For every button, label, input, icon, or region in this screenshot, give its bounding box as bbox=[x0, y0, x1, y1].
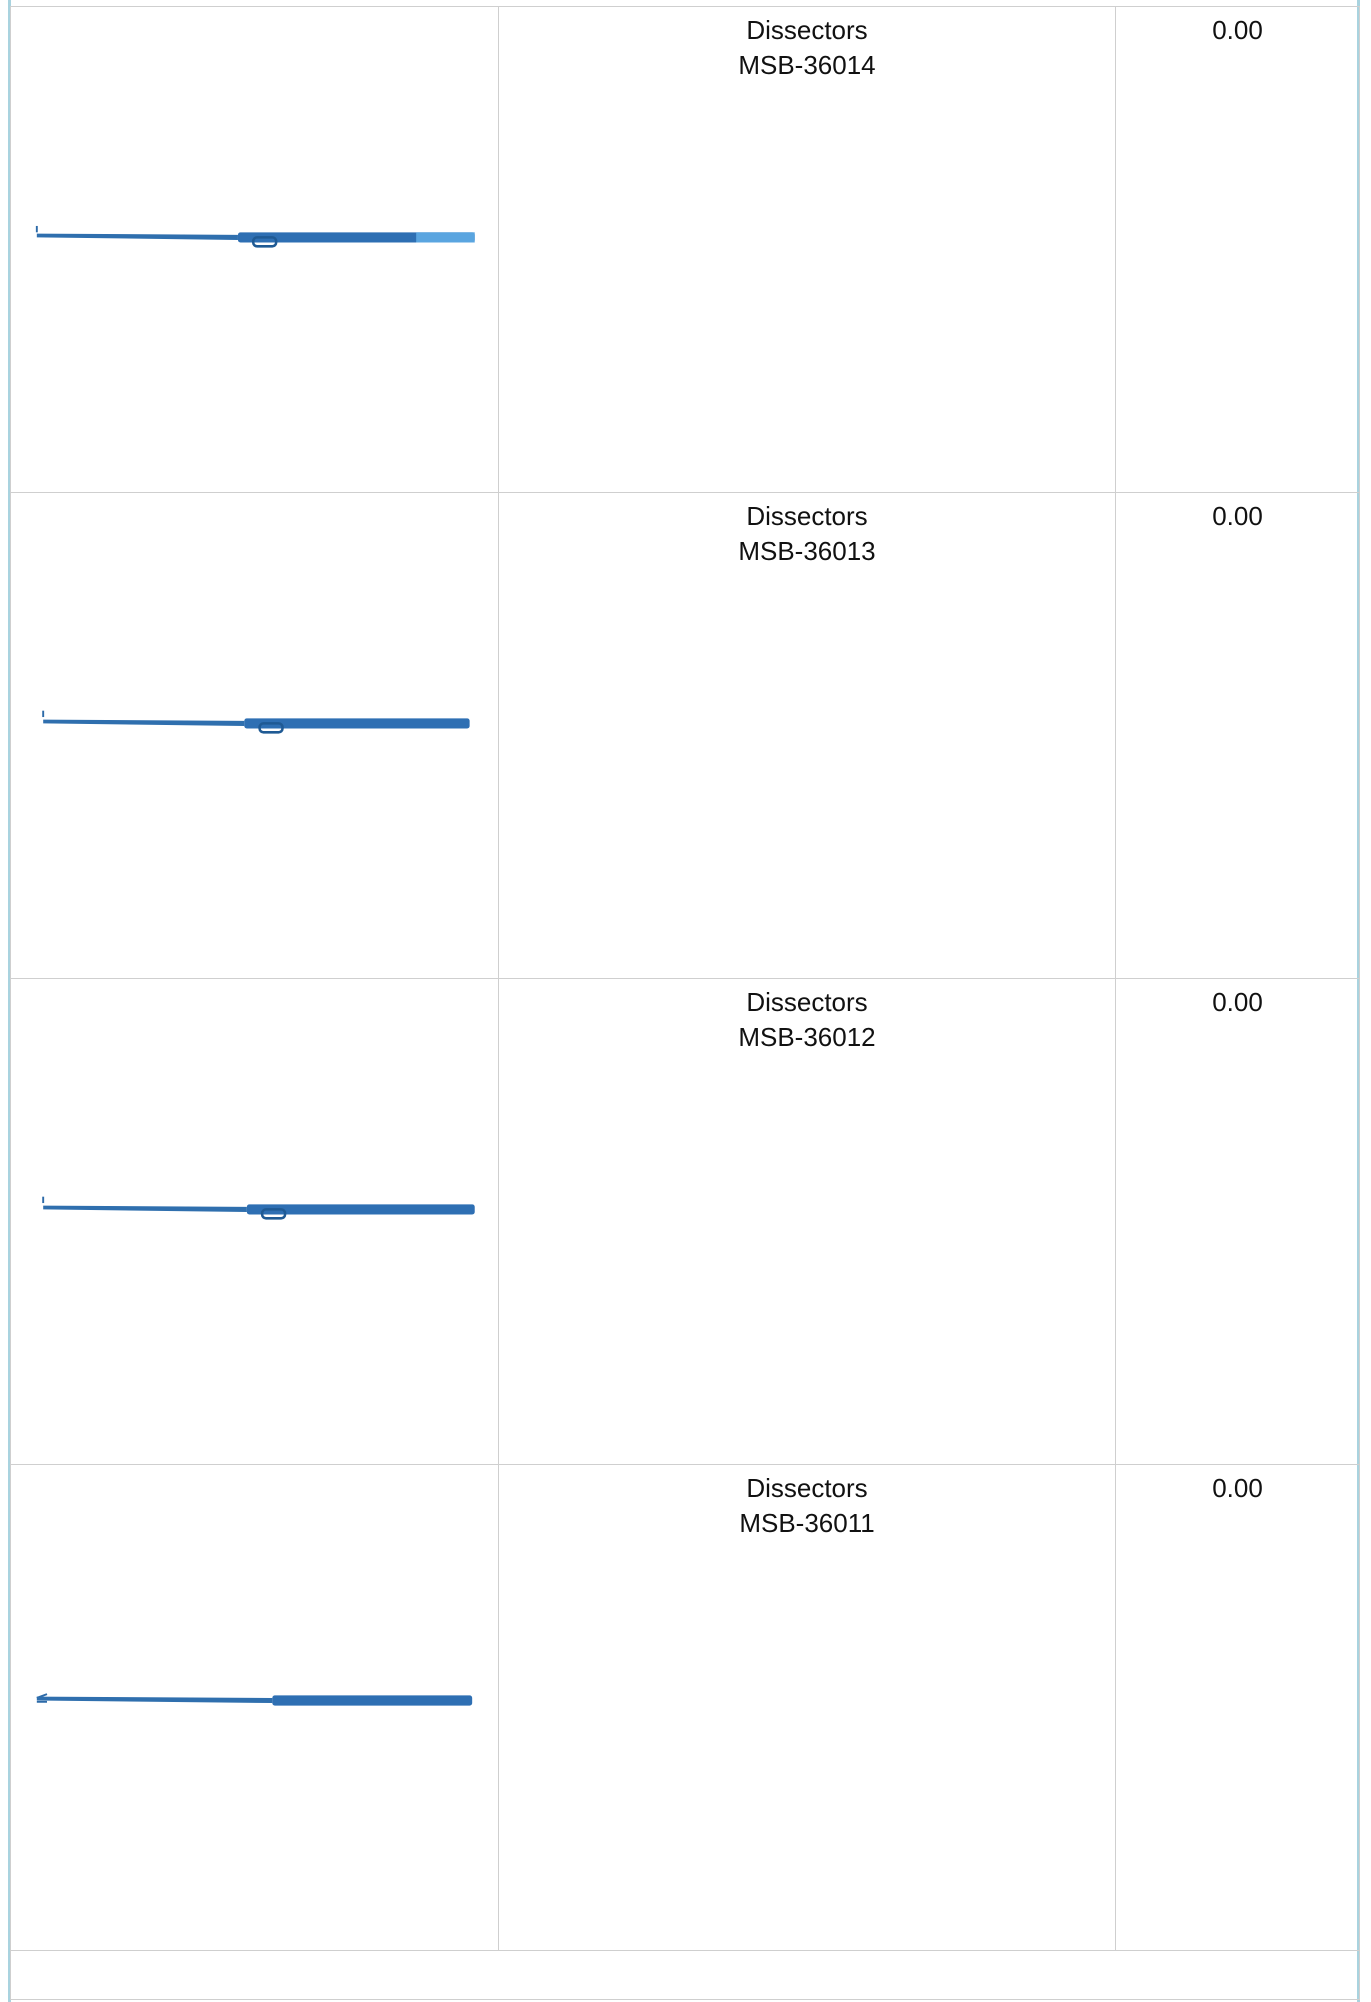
price-cell: 0.00 bbox=[1115, 1464, 1360, 1951]
product-price: 0.00 bbox=[1212, 501, 1263, 531]
product-row: Dissectors MSB-36014 0.00 bbox=[10, 6, 1360, 493]
image-cell bbox=[10, 1464, 499, 1951]
price-cell: 0.00 bbox=[1115, 492, 1360, 979]
description-cell: Dissectors MSB-36012 bbox=[498, 978, 1116, 1465]
product-name: Dissectors bbox=[746, 987, 868, 1017]
instrument-image bbox=[42, 1196, 475, 1220]
description-cell: Dissectors MSB-36013 bbox=[498, 492, 1116, 979]
image-cell bbox=[10, 6, 499, 493]
product-price: 0.00 bbox=[1212, 987, 1263, 1017]
product-row: Dissectors MSB-36013 0.00 bbox=[10, 492, 1360, 979]
instrument-image bbox=[36, 1693, 473, 1706]
empty-row bbox=[10, 1950, 1360, 2000]
empty-cell bbox=[10, 1950, 1360, 2000]
product-table: Dissectors MSB-36014 0.00 Dissectors MSB-36… bbox=[10, 6, 1360, 2000]
product-name: Dissectors bbox=[746, 1473, 868, 1503]
product-price: 0.00 bbox=[1212, 15, 1263, 45]
description-cell: Dissectors MSB-36011 bbox=[498, 1464, 1116, 1951]
table-body: Dissectors MSB-36014 0.00 Dissectors MSB-36… bbox=[10, 6, 1360, 2000]
product-price: 0.00 bbox=[1212, 1473, 1263, 1503]
instrument-image bbox=[35, 225, 475, 248]
product-code: MSB-36012 bbox=[738, 1022, 876, 1052]
product-code: MSB-36013 bbox=[738, 536, 876, 566]
instrument-image bbox=[42, 710, 470, 734]
description-cell: Dissectors MSB-36014 bbox=[498, 6, 1116, 493]
image-cell bbox=[10, 492, 499, 979]
image-cell bbox=[10, 978, 499, 1465]
price-cell: 0.00 bbox=[1115, 978, 1360, 1465]
product-row: Dissectors MSB-36011 0.00 bbox=[10, 1464, 1360, 1951]
price-cell: 0.00 bbox=[1115, 6, 1360, 493]
product-code: MSB-36011 bbox=[739, 1508, 875, 1538]
product-name: Dissectors bbox=[746, 15, 868, 45]
product-code: MSB-36014 bbox=[738, 50, 876, 80]
product-name: Dissectors bbox=[746, 501, 868, 531]
product-row: Dissectors MSB-36012 0.00 bbox=[10, 978, 1360, 1465]
